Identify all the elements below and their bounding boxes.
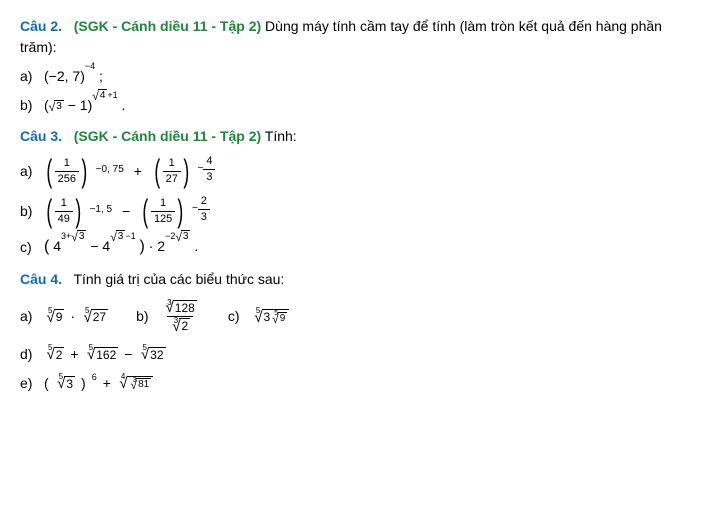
expression: (√3 − 1)√4+1 . [44, 95, 125, 116]
q4-item-b: b) 3√128 3√2 [136, 300, 200, 334]
paren-group: ( 127 ) [152, 155, 192, 187]
item-label: c) [20, 237, 38, 258]
q3-label: Câu 3. [20, 128, 62, 144]
paren-group: ( 1125 ) [140, 195, 186, 227]
q4-label: Câu 4. [20, 271, 62, 287]
q2-source: (SGK - Cánh diều 11 - Tập 2) [74, 18, 261, 34]
q3-item-b: b) ( 149 ) −1, 5 − ( 1125 ) −23 [20, 195, 681, 227]
paren-group: ( 1256 ) [44, 155, 90, 187]
expression: (−2, 7)−4 ; [44, 66, 103, 87]
fraction: 1256 [55, 157, 79, 184]
fraction: 1125 [151, 197, 175, 224]
item-label: b) [20, 201, 38, 222]
item-label: a) [20, 66, 38, 87]
q4-item-d: d) 5√2 + 5√162 − 5√32 [20, 344, 681, 365]
q4-text: Tính giá trị của các biểu thức sau: [73, 271, 284, 287]
q4-item-e: e) (5√3)6 + 4√3√81 [20, 373, 681, 394]
question-3-heading: Câu 3. (SGK - Cánh diều 11 - Tập 2) Tính… [20, 126, 681, 147]
fraction: 3√128 3√2 [160, 300, 200, 334]
q4-item-a: a) 5√9 · 5√27 [20, 306, 108, 327]
fraction: 149 [55, 197, 73, 224]
q2-item-b: b) (√3 − 1)√4+1 . [20, 95, 681, 116]
question-2-heading: Câu 2. (SGK - Cánh diều 11 - Tập 2) Dùng… [20, 16, 681, 58]
q3-item-c: c) ( 43+√3 − 4√3−1 ) · 2−2√3 . [20, 235, 681, 259]
q3-source: (SGK - Cánh diều 11 - Tập 2) [74, 128, 261, 144]
sqrt-icon: √3 [49, 100, 64, 113]
q2-item-a: a) (−2, 7)−4 ; [20, 66, 681, 87]
expression: ( 43+√3 − 4√3−1 ) · 2−2√3 . [44, 235, 198, 259]
q4-row-abc: a) 5√9 · 5√27 b) 3√128 3√2 c) 5√35√9 [20, 300, 681, 334]
paren-group: ( 149 ) [44, 195, 84, 227]
q4-item-c: c) 5√35√9 [228, 306, 289, 327]
item-label: a) [20, 161, 38, 182]
q3-item-a: a) ( 1256 ) −0, 75 + ( 127 ) −43 [20, 155, 681, 187]
q3-text: Tính: [265, 128, 297, 144]
item-label: b) [20, 95, 38, 116]
q2-label: Câu 2. [20, 18, 62, 34]
question-4-heading: Câu 4. Tính giá trị của các biểu thức sa… [20, 269, 681, 290]
fraction: 127 [163, 157, 181, 184]
